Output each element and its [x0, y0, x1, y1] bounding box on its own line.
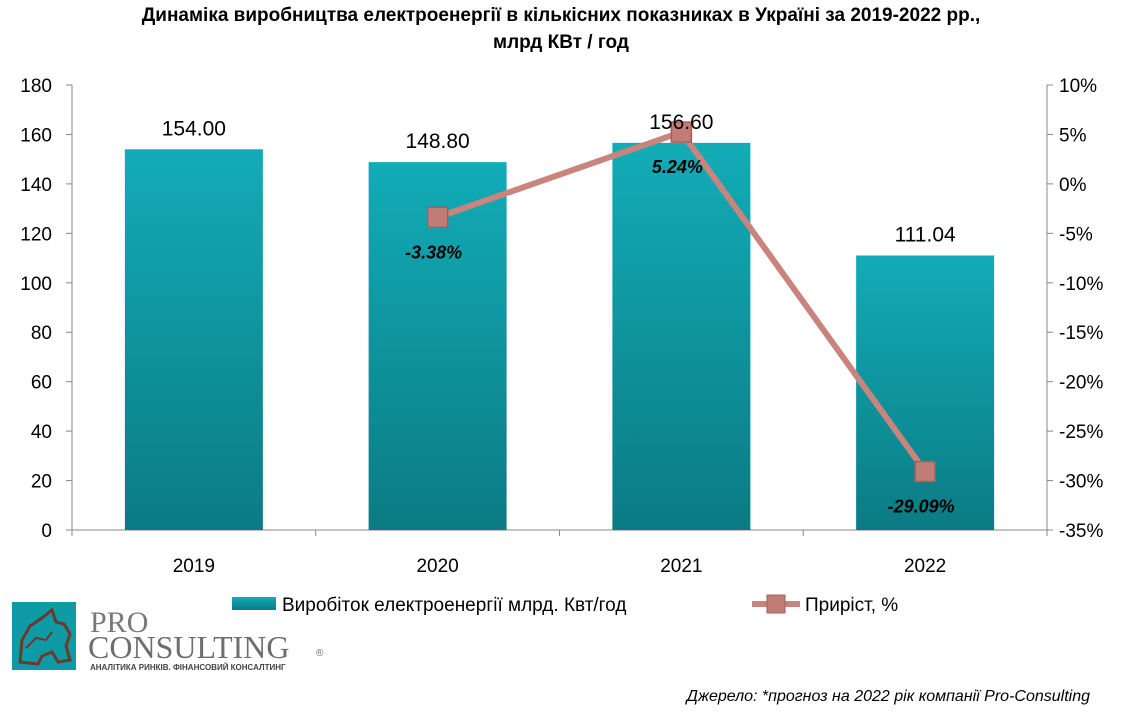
y-left-tick-label: 120 [20, 224, 52, 245]
bar [612, 142, 751, 530]
chart-title-line-1: Динаміка виробництва електроенергії в кі… [141, 5, 981, 26]
bar-value-label: 156.60 [649, 111, 713, 134]
chart-title: Динаміка виробництва електроенергії в кі… [0, 2, 1122, 56]
x-tick-label: 2021 [660, 556, 702, 577]
y-left-tick-label: 160 [20, 125, 52, 146]
y-left-tick-label: 140 [20, 175, 52, 196]
growth-marker [426, 206, 449, 229]
logo-tagline: АНАЛІТИКА РИНКІВ. ФІНАНСОВИЙ КОНСАЛТИНГ [90, 663, 286, 672]
y-left-tick-label: 80 [31, 323, 52, 344]
y-right-tick-label: -20% [1059, 373, 1103, 394]
bar [856, 255, 995, 531]
legend-bar-swatch [232, 597, 276, 610]
bar-value-label: 148.80 [406, 130, 470, 153]
legend-line-label: Приріст, % [805, 595, 898, 616]
y-left-tick-label: 180 [20, 76, 52, 97]
y-right-tick-label: -25% [1059, 422, 1103, 443]
y-left-tick-label: 0 [41, 521, 52, 542]
y-right-tick-label: -30% [1059, 472, 1103, 493]
logo-consulting: CONSULTING [88, 629, 290, 665]
x-tick-label: 2020 [416, 556, 458, 577]
rhino-icon [18, 607, 72, 666]
y-right-tick-label: 5% [1059, 125, 1087, 146]
bar-value-label: 111.04 [895, 223, 956, 246]
growth-value-label: 5.24% [652, 157, 703, 177]
pro-consulting-logo: PRO CONSULTING ® АНАЛІТИКА РИНКІВ. ФІНАН… [12, 600, 342, 675]
growth-value-label: -29.09% [888, 497, 955, 517]
bar [124, 149, 263, 530]
y-right-tick-label: -35% [1059, 521, 1103, 542]
x-tick-label: 2022 [904, 556, 946, 577]
y-right-tick-label: 0% [1059, 175, 1087, 196]
legend-line-marker [766, 594, 786, 614]
logo-pro: PRO [90, 606, 148, 639]
y-left-tick-label: 20 [31, 472, 52, 493]
bar-value-label: 154.00 [162, 117, 226, 140]
y-left-tick-label: 40 [31, 422, 52, 443]
logo-registered: ® [316, 648, 324, 659]
chart-title-line-2: млрд КВт / год [493, 32, 629, 53]
y-right-tick-label: -10% [1059, 274, 1103, 295]
source-note: Джерело: *прогноз на 2022 рік компанії P… [686, 688, 1090, 705]
growth-marker [914, 460, 936, 483]
x-tick-label: 2019 [173, 556, 215, 577]
y-right-tick-label: -5% [1059, 224, 1093, 245]
y-left-tick-label: 60 [31, 373, 52, 394]
y-right-tick-label: 10% [1059, 76, 1097, 97]
y-left-tick-label: 100 [20, 274, 52, 295]
legend-bar-label: Виробіток електроенергії млрд. Квт/год [282, 595, 626, 616]
growth-value-label: -3.38% [405, 242, 462, 262]
y-right-tick-label: -15% [1059, 323, 1103, 344]
growth-marker [670, 121, 693, 143]
